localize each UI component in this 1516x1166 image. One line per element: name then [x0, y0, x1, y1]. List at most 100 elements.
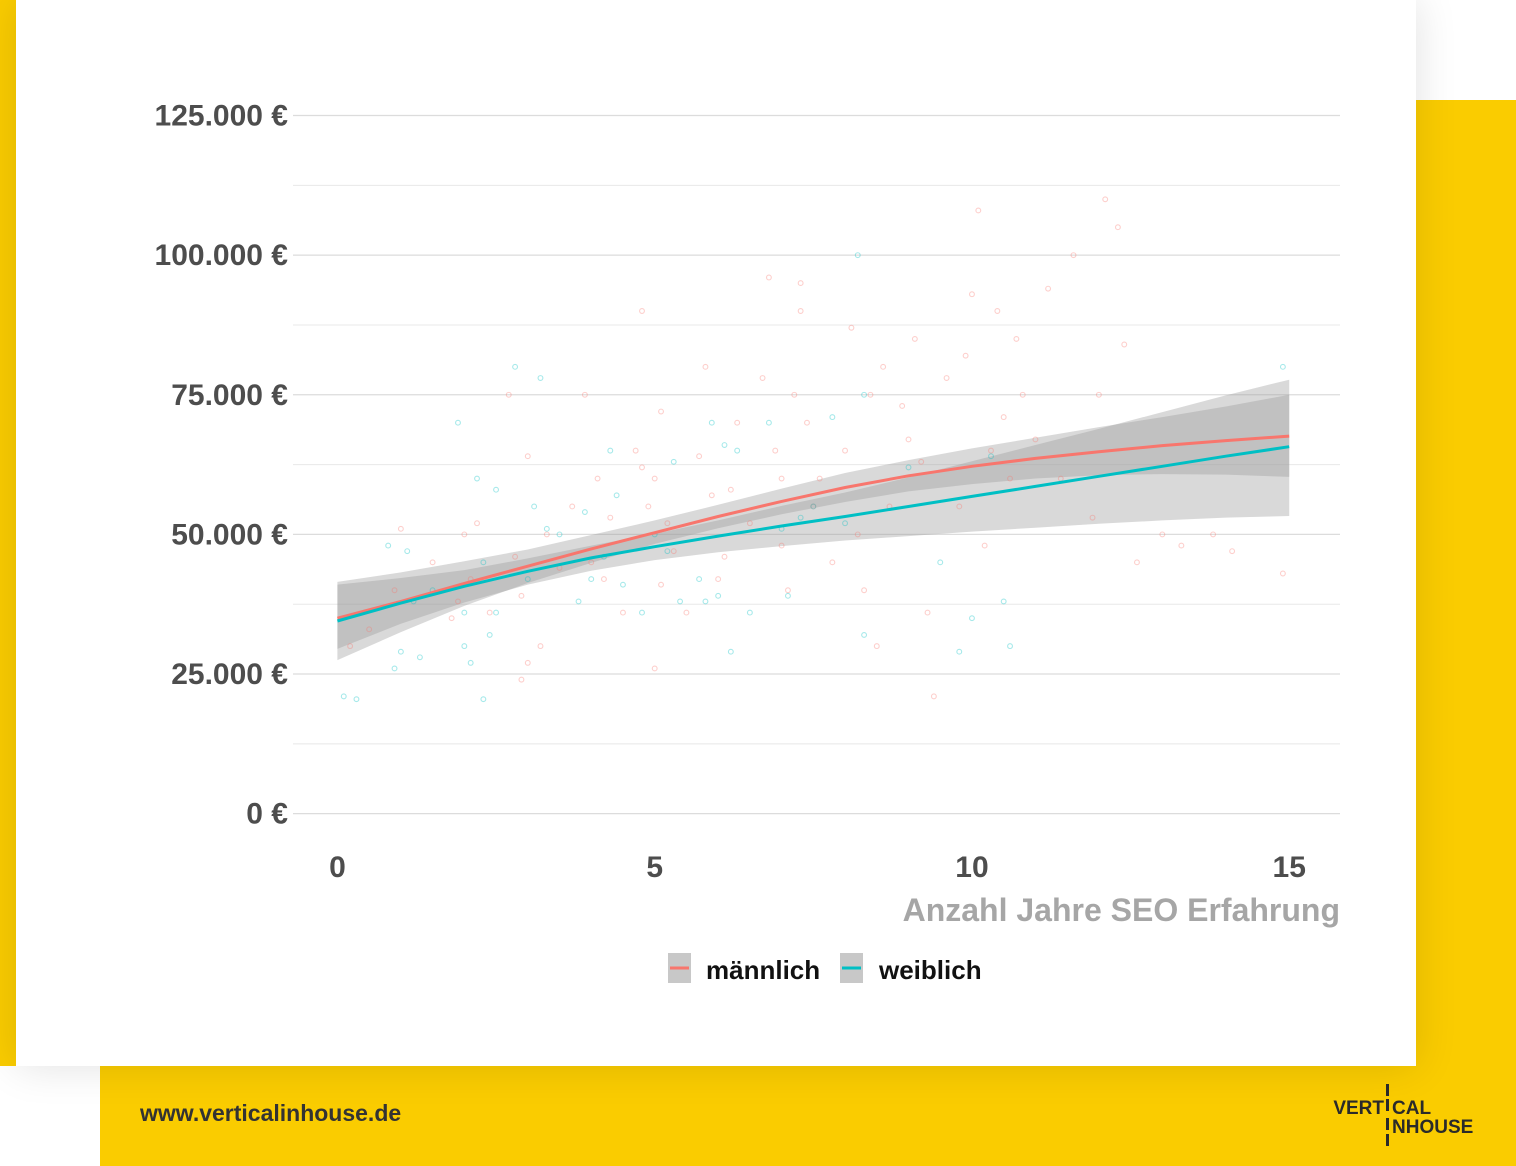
data-point-weiblich	[531, 503, 538, 510]
data-point-maennlich	[899, 402, 906, 409]
data-point-maennlich	[1279, 570, 1286, 577]
data-point-weiblich	[861, 631, 868, 638]
confidence-bands	[337, 379, 1290, 661]
grid-layer	[293, 114, 1340, 815]
data-point-weiblich	[416, 654, 423, 661]
trend-line-weiblich	[336, 445, 1290, 623]
data-point-weiblich	[385, 542, 392, 549]
data-point-weiblich	[512, 363, 519, 370]
data-point-maennlich	[702, 363, 709, 370]
data-point-maennlich	[816, 475, 823, 482]
data-point-weiblich	[493, 609, 500, 616]
data-point-maennlich	[1032, 436, 1039, 443]
data-point-maennlich	[455, 598, 461, 605]
data-point-weiblich	[397, 648, 404, 655]
data-point-maennlich	[448, 615, 455, 622]
data-point-maennlich	[1159, 531, 1166, 538]
data-point-maennlich	[518, 676, 525, 683]
data-point-weiblich	[708, 419, 715, 426]
data-point-maennlich	[810, 503, 817, 510]
data-point-weiblich	[721, 442, 728, 448]
x-tick-label: 0	[329, 851, 346, 884]
data-point-maennlich	[524, 659, 531, 666]
data-point-weiblich	[696, 576, 703, 583]
yellow-frame-right	[1416, 100, 1516, 1066]
logo-text-vert: VERT	[1333, 1098, 1384, 1119]
data-point-maennlich	[600, 576, 607, 583]
data-point-maennlich	[1019, 391, 1026, 398]
data-point-maennlich	[956, 503, 963, 510]
data-point-weiblich	[727, 648, 734, 655]
data-point-maennlich	[1178, 542, 1185, 549]
legend: männlich weiblich	[668, 953, 982, 985]
website-url[interactable]: www.verticalinhouse.de	[140, 1100, 402, 1126]
data-point-weiblich	[1279, 363, 1286, 370]
data-point-weiblich	[461, 643, 468, 650]
data-point-maennlich	[1210, 531, 1217, 538]
data-point-maennlich	[880, 363, 887, 370]
data-point-maennlich	[397, 525, 404, 532]
data-point-weiblich	[391, 665, 398, 672]
data-point-maennlich	[911, 335, 918, 342]
data-point-weiblich	[480, 559, 487, 566]
legend-item-weiblich: weiblich	[840, 953, 982, 985]
axis-labels: 0 € 25.000 € 50.000 € 75.000 € 100.000 € 125.…	[155, 100, 1306, 884]
data-point-weiblich	[455, 419, 461, 426]
data-point-maennlich	[797, 308, 804, 314]
data-point-maennlich	[524, 453, 531, 460]
data-point-weiblich	[797, 514, 804, 521]
data-point-weiblich	[905, 464, 912, 471]
data-point-maennlich	[639, 308, 645, 314]
data-point-maennlich	[486, 609, 493, 616]
data-point-maennlich	[918, 458, 925, 465]
data-point-maennlich	[651, 475, 658, 482]
data-point-weiblich	[842, 520, 849, 527]
confidence-band-weiblich	[337, 379, 1290, 649]
data-point-maennlich	[1121, 341, 1128, 348]
data-point-weiblich	[461, 609, 468, 616]
data-point-weiblich	[340, 693, 347, 700]
data-point-weiblich	[607, 447, 614, 454]
data-point-maennlich	[943, 375, 950, 381]
chart-card	[16, 0, 1416, 1066]
data-point-maennlich	[1114, 224, 1121, 231]
y-tick-label: 125.000 €	[155, 100, 289, 133]
verticalinhouse-logo: VERT CAL NHOUSE	[1333, 1084, 1473, 1146]
data-point-maennlich	[347, 643, 354, 650]
x-tick-label: 15	[1273, 851, 1306, 884]
data-point-maennlich	[734, 419, 741, 426]
data-point-weiblich	[854, 252, 861, 259]
data-point-maennlich	[1102, 196, 1109, 203]
data-point-weiblich	[620, 581, 626, 588]
data-point-maennlich	[962, 352, 969, 359]
data-point-maennlich	[607, 514, 614, 521]
data-point-maennlich	[658, 581, 664, 588]
data-point-maennlich	[429, 559, 436, 566]
data-point-weiblich	[613, 492, 620, 499]
data-point-maennlich	[569, 503, 576, 510]
data-point-maennlich	[759, 375, 766, 381]
data-point-weiblich	[575, 598, 582, 605]
data-point-maennlich	[778, 475, 785, 482]
y-tick-label: 75.000 €	[171, 379, 288, 412]
y-tick-label: 25.000 €	[171, 658, 288, 691]
data-point-weiblich	[861, 391, 868, 398]
yellow-footer-band	[100, 1066, 1516, 1166]
data-point-weiblich	[664, 548, 671, 555]
legend-label: weiblich	[878, 955, 982, 985]
data-point-weiblich	[1000, 598, 1007, 605]
data-point-weiblich	[969, 615, 975, 622]
data-point-maennlich	[854, 531, 861, 538]
data-point-weiblich	[493, 486, 500, 493]
data-point-maennlich	[861, 587, 868, 594]
data-point-maennlich	[620, 609, 626, 616]
data-point-maennlich	[594, 475, 601, 482]
data-point-maennlich	[664, 520, 671, 527]
data-point-weiblich	[581, 509, 588, 516]
data-point-maennlich	[746, 520, 753, 527]
data-point-maennlich	[969, 291, 975, 298]
data-point-maennlich	[632, 447, 639, 454]
data-point-maennlich	[391, 587, 398, 594]
data-point-weiblich	[588, 576, 595, 583]
